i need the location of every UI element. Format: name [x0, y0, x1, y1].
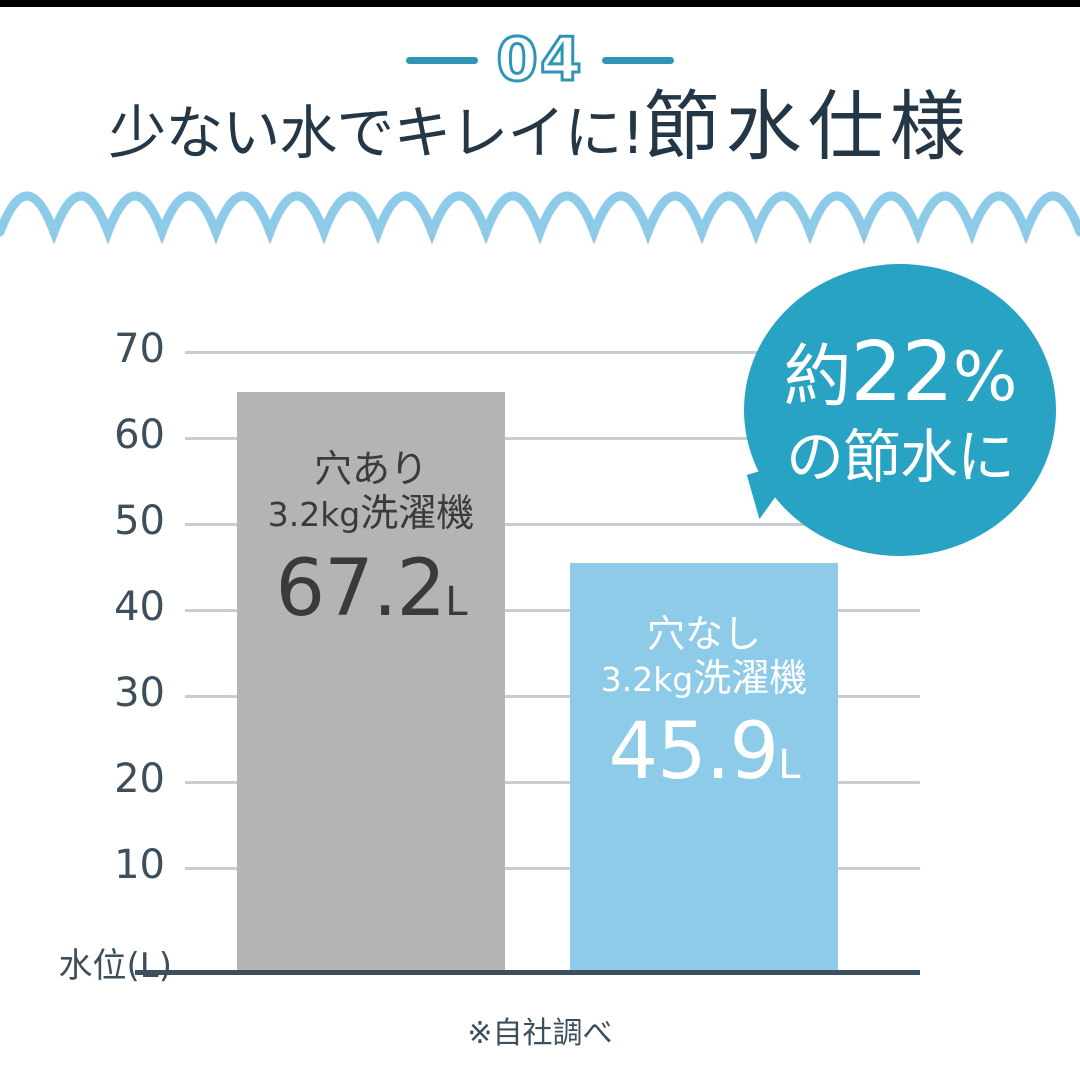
callout-percent-value: 22 [850, 324, 954, 420]
callout-bubble: 約22% の節水に [744, 264, 1056, 556]
badge-dash-right [601, 56, 674, 64]
ytick-label-70: 70 [114, 326, 165, 372]
section-number: 04 [495, 25, 584, 95]
ytick-label-20: 20 [114, 756, 165, 802]
badge-dash-left [406, 56, 479, 64]
gridline-40 [185, 609, 920, 612]
gridline-20 [185, 781, 920, 784]
bar-hole-type-name: 穴あり [313, 447, 428, 491]
ytick-label-50: 50 [114, 498, 165, 544]
gridline-50 [185, 523, 920, 526]
bar-hole-type-machine: 洗濯機 [360, 490, 475, 535]
bar-holeless-type: 穴なし 3.2kg洗濯機 45.9L [570, 563, 838, 970]
bar-holeless-type-kg: 3.2kg [600, 659, 694, 699]
bar-holeless-type-labels: 穴なし 3.2kg洗濯機 45.9L [570, 612, 838, 798]
gridline-60 [185, 437, 920, 440]
page-title-lead: 少ない水でキレイに! [108, 99, 644, 167]
bar-hole-type-capacity: 3.2kg洗濯機 [237, 490, 505, 536]
page-title: 少ない水でキレイに! 節水仕様 [0, 89, 1080, 185]
top-black-strip [0, 0, 1080, 7]
bar-holeless-type-machine: 洗濯機 [693, 655, 808, 700]
wave-divider [0, 191, 1080, 244]
y-axis-label: 水位(L) [58, 946, 172, 986]
bar-hole-type-labels: 穴あり 3.2kg洗濯機 67.2L [237, 447, 505, 635]
header: 04 少ない水でキレイに! 節水仕様 [0, 7, 1080, 187]
callout-percent-symbol: % [952, 337, 1018, 417]
water-usage-bar-chart: 70 60 50 40 30 20 10 水位(L) 穴あり 3.2kg洗濯機 … [0, 244, 1080, 1080]
gridline-10 [185, 867, 920, 870]
callout-percent-prefix: 約 [783, 337, 852, 417]
section-badge: 04 [0, 25, 1080, 95]
bar-hole-type-value-number: 67.2 [275, 544, 447, 635]
bar-holeless-type-name: 穴なし [646, 612, 761, 656]
ytick-label-10: 10 [114, 842, 165, 888]
page-title-main: 節水仕様 [643, 82, 972, 171]
gridline-70 [185, 351, 920, 354]
axis-baseline [135, 970, 920, 975]
bar-hole-type-kg: 3.2kg [267, 494, 361, 534]
source-note: ※自社調べ [467, 1016, 613, 1051]
bar-hole-type-value-unit: L [445, 579, 467, 626]
bar-holeless-type-value: 45.9L [570, 707, 838, 798]
bar-hole-type-value: 67.2L [237, 544, 505, 635]
callout-percent-line: 約22% [783, 329, 1018, 417]
bar-holeless-type-value-number: 45.9 [608, 707, 780, 798]
ytick-label-40: 40 [114, 584, 165, 630]
callout-subtext: の節水に [785, 422, 1015, 491]
ytick-label-60: 60 [114, 412, 165, 458]
chart-plot-area: 70 60 50 40 30 20 10 水位(L) 穴あり 3.2kg洗濯機 … [0, 244, 1080, 1080]
gridline-30 [185, 695, 920, 698]
bar-hole-type: 穴あり 3.2kg洗濯機 67.2L [237, 392, 505, 970]
bar-holeless-type-capacity: 3.2kg洗濯機 [570, 655, 838, 701]
bar-holeless-type-value-unit: L [778, 742, 800, 789]
ytick-label-30: 30 [114, 670, 165, 716]
